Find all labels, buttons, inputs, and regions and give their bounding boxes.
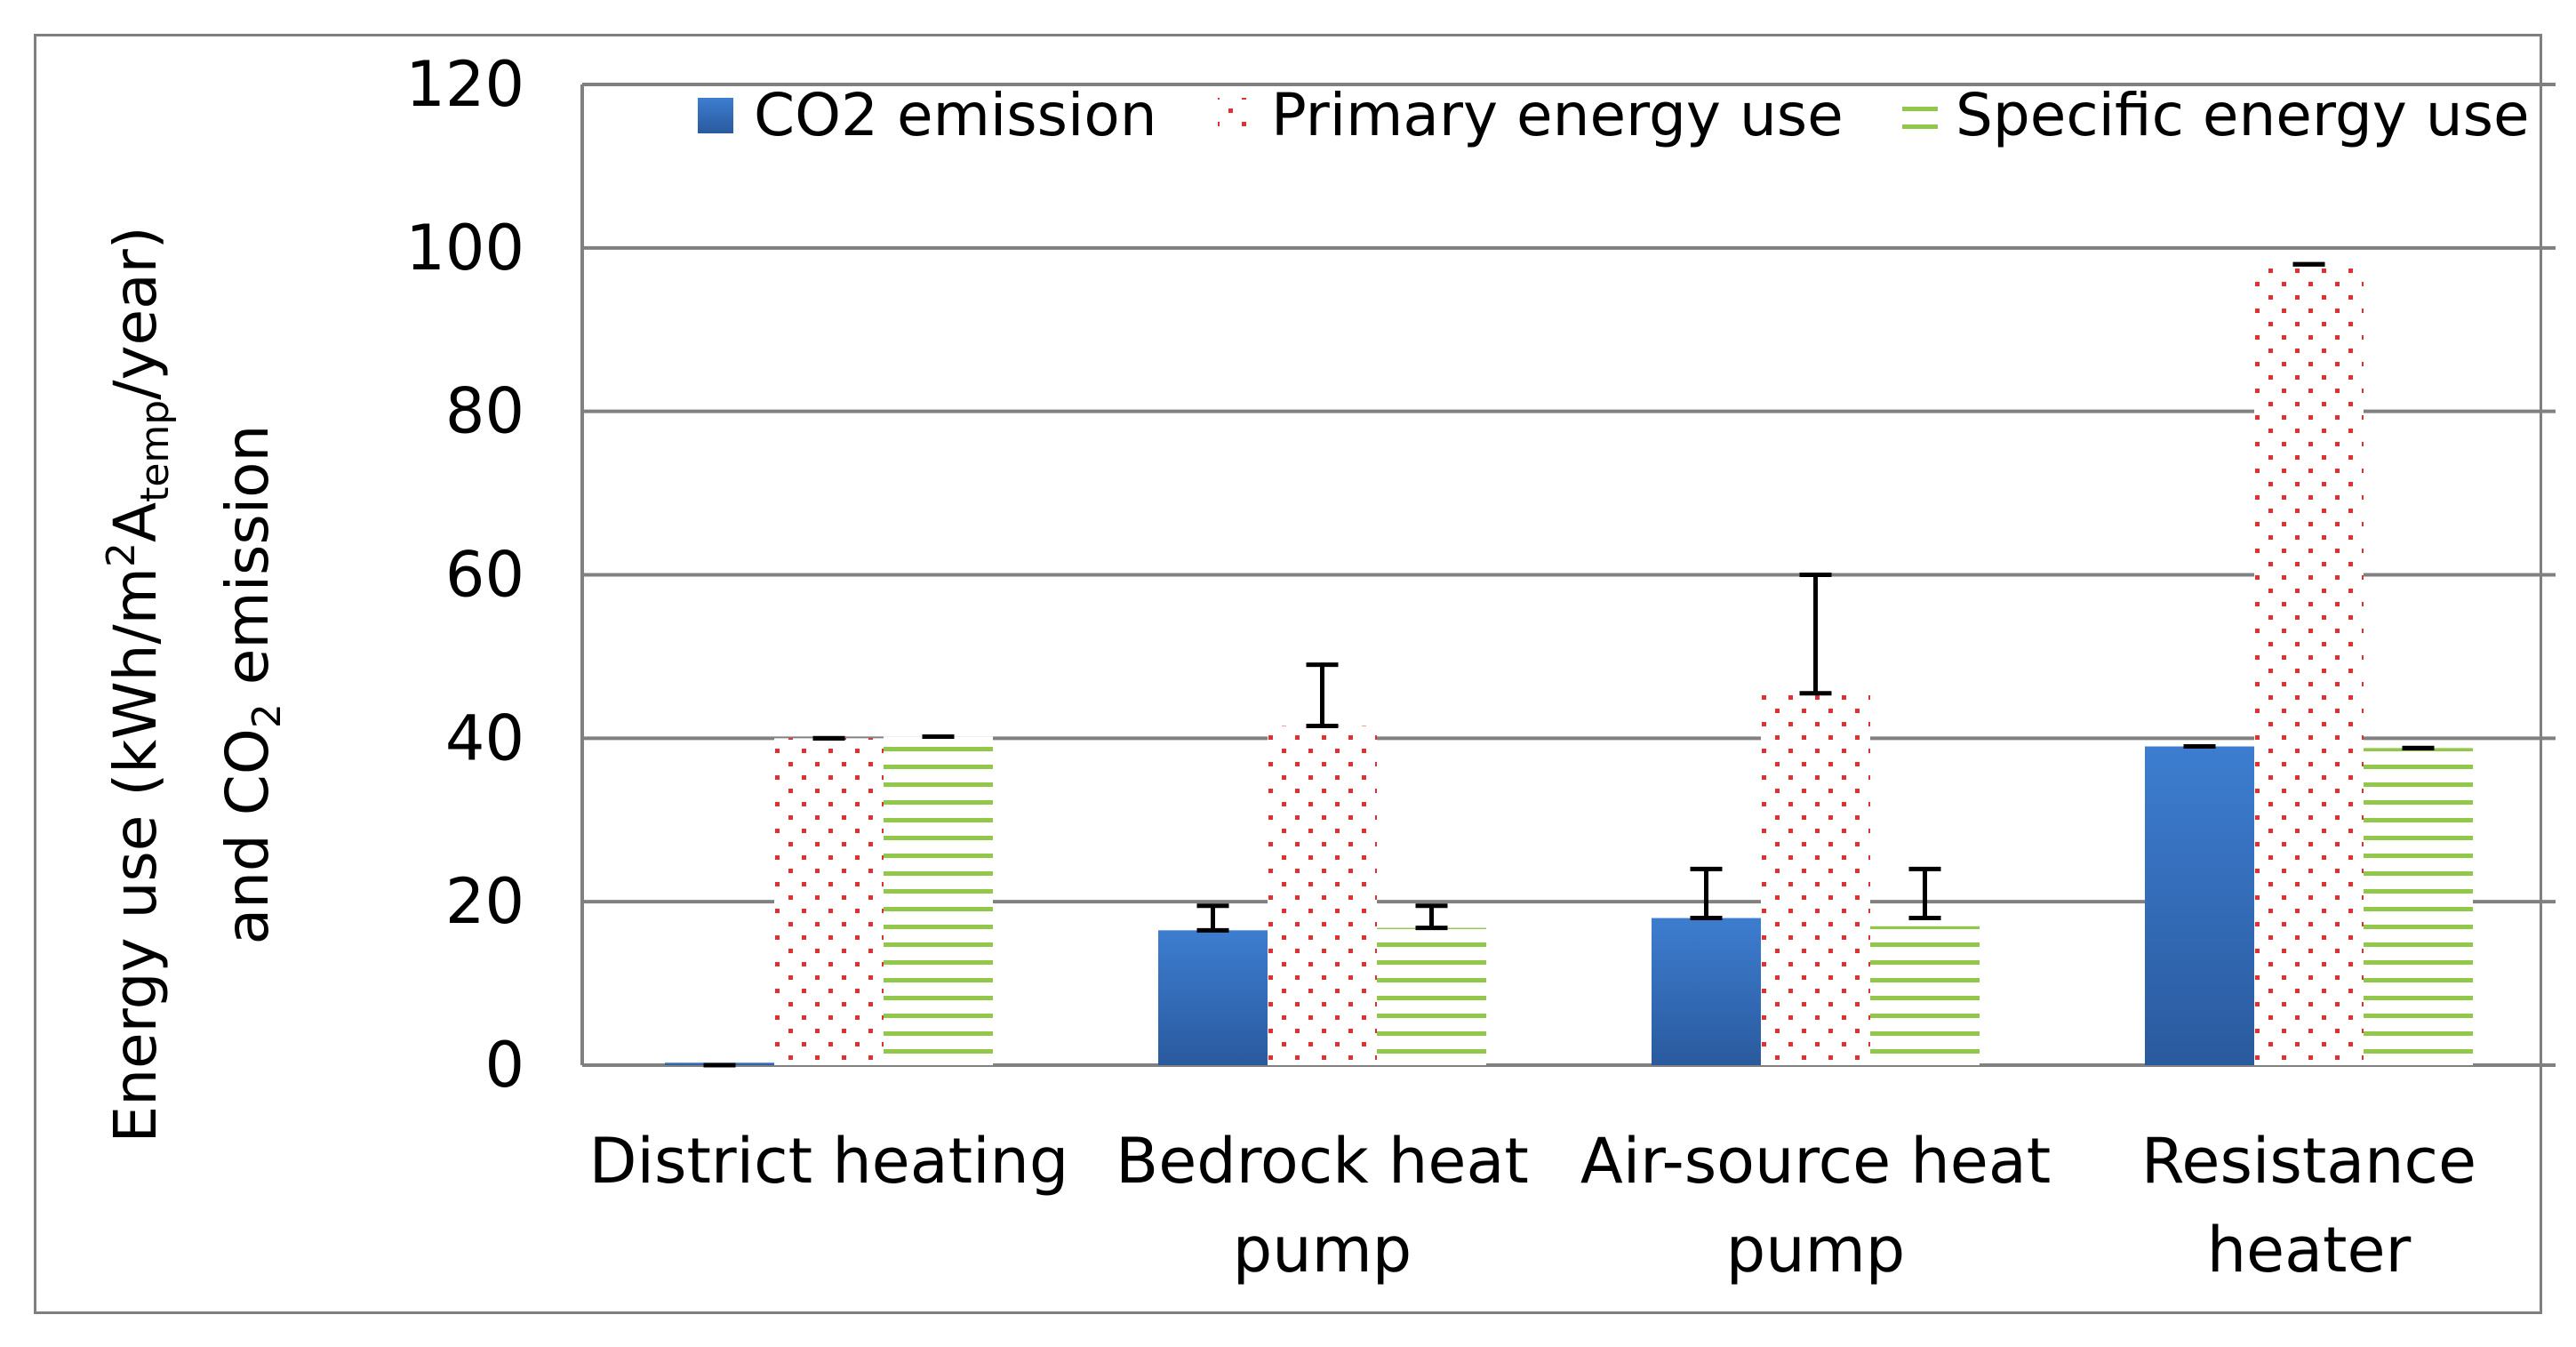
x-category-label: heater xyxy=(2207,1214,2412,1287)
bar-co2-emission xyxy=(1158,930,1268,1065)
y-axis-title-line-1: Energy use (kWh/m2Atemp/year) xyxy=(99,227,178,1143)
bar-co2-emission xyxy=(2145,746,2254,1065)
y-axis-title-line-2: and CO2 emission xyxy=(213,425,290,945)
x-category-label: pump xyxy=(1233,1214,1412,1287)
error-bar xyxy=(1908,866,1941,921)
error-bar xyxy=(1415,903,1448,931)
y-axis-title: Energy use (kWh/m2Atemp/year) and CO2 em… xyxy=(99,227,290,1143)
y-tick-label: 100 xyxy=(405,212,524,285)
y-tick-label: 80 xyxy=(445,375,524,448)
error-bar xyxy=(1196,903,1229,933)
x-category-label: District heating xyxy=(589,1125,1069,1198)
bar-specific-energy-use xyxy=(884,736,993,1065)
legend-swatch-co2-emission xyxy=(698,98,733,133)
y-tick-label: 40 xyxy=(445,702,524,774)
bar-co2-emission xyxy=(1652,918,1761,1065)
y-tick-label: 120 xyxy=(405,48,524,121)
bar-specific-energy-use xyxy=(1870,926,1980,1065)
error-bar xyxy=(1799,573,1832,696)
bar-primary-energy-use xyxy=(1761,693,1870,1065)
bar-specific-energy-use xyxy=(1377,927,1486,1065)
y-tick-label: 20 xyxy=(445,865,524,938)
bar-primary-energy-use xyxy=(2254,264,2364,1065)
bars xyxy=(665,264,2473,1065)
legend-swatch-primary-energy-use xyxy=(1218,98,1253,133)
category-labels: District heating Bedrock heat pump Air-sour… xyxy=(589,1125,2476,1287)
y-tick-label: 60 xyxy=(445,539,524,612)
x-category-label: Air-source heat xyxy=(1580,1125,2051,1198)
bar-specific-energy-use xyxy=(2364,748,2473,1065)
error-bar xyxy=(1306,662,1339,729)
y-tick-label: 0 xyxy=(484,1029,524,1102)
legend-label-primary-energy-use: Primary energy use xyxy=(1271,81,1844,149)
legend: CO2 emission Primary energy use Specific… xyxy=(698,81,2530,149)
x-category-label: pump xyxy=(1726,1214,1905,1287)
legend-swatch-specific-energy-use xyxy=(1902,98,1938,133)
bar-primary-energy-use xyxy=(1268,726,1377,1065)
error-bar xyxy=(1690,866,1723,921)
legend-label-co2-emission: CO2 emission xyxy=(754,81,1157,149)
error-bars xyxy=(703,261,2435,1068)
bar-primary-energy-use xyxy=(774,738,884,1065)
y-tick-labels: 0 20 40 60 80 100 120 xyxy=(405,48,524,1102)
x-category-label: Bedrock heat xyxy=(1116,1125,1529,1198)
x-category-label: Resistance xyxy=(2141,1125,2476,1198)
legend-label-specific-energy-use: Specific energy use xyxy=(1956,81,2530,149)
